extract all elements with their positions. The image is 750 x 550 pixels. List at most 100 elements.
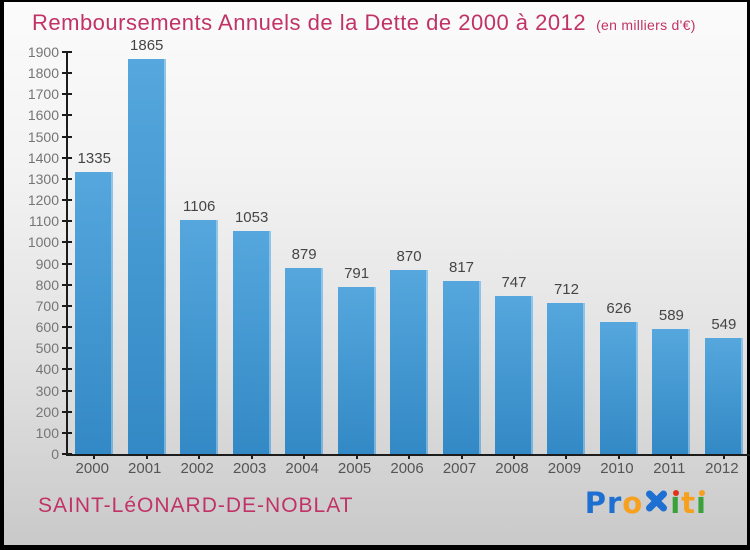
bar-value-label: 1106 (183, 198, 216, 215)
y-axis-tick (62, 135, 72, 138)
bar-slot-2010: 626 (593, 52, 645, 459)
y-axis-tick (62, 114, 72, 117)
y-axis-tick-label: 700 (35, 297, 59, 314)
bar-slot-2004: 879 (278, 52, 330, 459)
y-axis-tick-label: 0 (51, 446, 59, 462)
logo-x-icon (644, 486, 669, 520)
commune-name: SAINT-LéONARD-DE-NOBLAT (38, 494, 354, 517)
bar-2009 (547, 303, 586, 454)
bar-2004 (285, 268, 324, 454)
y-axis-tick-label: 500 (35, 340, 59, 357)
logo-letter-i: ı (670, 486, 682, 520)
y-axis-tick (62, 241, 72, 244)
x-axis-tick (355, 454, 358, 459)
bar-value-label: 626 (606, 299, 632, 317)
y-axis-tick (62, 304, 72, 307)
y-axis-tick-label: 400 (35, 361, 59, 378)
y-axis-tick (62, 431, 72, 434)
y-axis-tick (62, 220, 72, 223)
x-axis-label-2012: 2012 (705, 460, 739, 477)
bar-value-label: 791 (344, 264, 370, 282)
bar-2006 (390, 269, 429, 454)
y-axis-tick-label: 900 (35, 255, 59, 272)
logo-letter-i: ı (696, 486, 707, 520)
y-axis-tick-label: 200 (35, 403, 59, 420)
bar-2007 (442, 281, 481, 454)
x-axis-tick (565, 454, 568, 459)
x-axis-label-2001: 2001 (128, 460, 162, 477)
x-axis-label-2002: 2002 (180, 460, 214, 477)
bar-slot-2009: 712 (540, 52, 592, 459)
bar-value-label: 747 (501, 273, 527, 291)
y-axis-tick-label: 1200 (27, 192, 59, 209)
x-axis-tick (722, 454, 725, 459)
bar-slot-2006: 870 (383, 52, 435, 459)
bar-value-label: 712 (553, 281, 579, 299)
y-axis-tick (62, 177, 72, 180)
logo-letters: Pr (584, 486, 623, 520)
bar-value-label: 1335 (77, 149, 111, 167)
x-axis-label-2011: 2011 (653, 460, 686, 477)
bar-2001 (127, 59, 166, 454)
page-subtitle: (en milliers d'€) (596, 17, 696, 33)
y-axis-tick-label: 1700 (27, 86, 59, 103)
y-axis-tick (62, 93, 72, 96)
bar-2011 (652, 329, 691, 454)
logo-letters: t (681, 486, 697, 520)
y-axis-tick-label: 1100 (28, 213, 59, 230)
bar-2005 (337, 286, 376, 454)
bar-slot-2008: 747 (488, 52, 540, 459)
x-axis-labels: 2000 2001 2002 2003 2004 2005 2006 2007 2008 2009… (66, 460, 748, 477)
bar-value-label: 1865 (130, 37, 164, 55)
x-axis-label-2003: 2003 (232, 460, 267, 477)
y-axis-tick-label: 800 (35, 276, 59, 293)
x-axis-tick (460, 454, 463, 459)
bar-value-label: 549 (711, 315, 737, 333)
y-axis-tick (62, 51, 72, 53)
y-axis-tick (62, 156, 72, 159)
bar-2000 (75, 171, 114, 454)
bar-chart-plot: 0 100 200 300 400 500 600 700 800 900 1000 1100 1200… (28, 37, 750, 462)
logo-i-dot (672, 490, 679, 496)
logo-letters: o (622, 486, 644, 520)
bar-slot-2007: 817 (435, 52, 487, 459)
y-axis-tick-label: 1500 (27, 128, 59, 145)
bar-value-label: 817 (449, 259, 475, 277)
x-axis-tick (670, 454, 673, 459)
x-axis-tick (198, 454, 201, 459)
x-axis-tick (408, 454, 411, 459)
y-axis-tick (62, 199, 72, 202)
y-axis-tick (62, 368, 72, 371)
bar-slot-2002: 1106 (173, 52, 225, 459)
x-axis-label-2009: 2009 (547, 460, 582, 477)
y-axis-tick-label: 300 (35, 382, 59, 399)
bar-value-label: 589 (658, 307, 684, 325)
y-axis-tick-label: 1600 (27, 107, 59, 124)
page-title: Remboursements Annuels de la Dette de 20… (32, 10, 587, 35)
x-axis-tick (303, 454, 306, 459)
bar-2003 (232, 231, 271, 454)
y-axis-tick (62, 389, 72, 392)
x-axis-label-2006: 2006 (390, 460, 424, 477)
bar-2010 (599, 321, 638, 454)
bar-2002 (180, 220, 219, 454)
x-axis-tick (145, 454, 148, 459)
x-axis-tick (617, 454, 620, 459)
y-axis-tick-label: 1400 (27, 149, 59, 166)
bar-slot-2012: 549 (698, 52, 750, 459)
bar-2008 (494, 295, 533, 454)
bar-value-label: 1053 (234, 209, 269, 227)
proxiti-logo: Pr o ı t ı (585, 486, 707, 520)
y-axis-tick (62, 72, 72, 75)
x-axis-tick (250, 454, 253, 459)
y-axis-tick (62, 326, 72, 329)
x-axis-tick (93, 454, 96, 459)
x-axis-label-2010: 2010 (600, 460, 634, 477)
x-axis-tick (512, 454, 515, 459)
y-axis-tick-label: 1800 (27, 65, 59, 82)
x-axis-label-2004: 2004 (285, 460, 319, 477)
y-axis-tick-label: 600 (35, 319, 59, 336)
y-axis-tick-label: 1900 (27, 44, 59, 60)
y-axis-tick (62, 262, 72, 265)
y-axis-tick (62, 410, 72, 413)
